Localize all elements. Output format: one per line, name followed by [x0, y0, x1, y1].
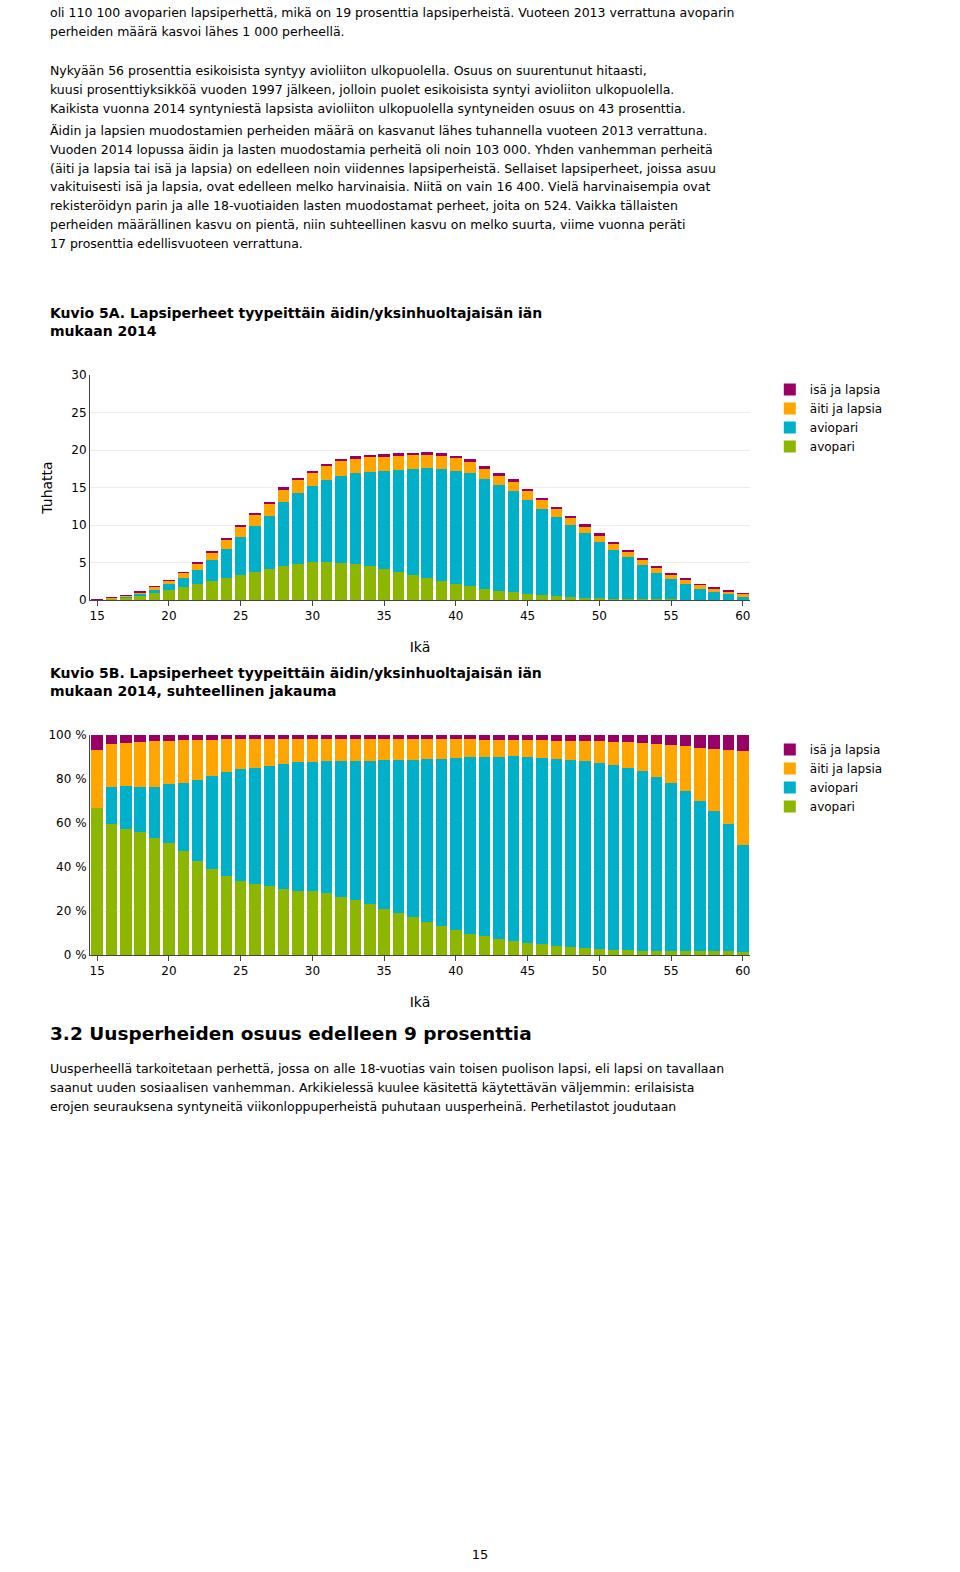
svg-text:0: 0: [79, 593, 87, 607]
svg-text:20: 20: [71, 443, 86, 457]
svg-text:15: 15: [90, 609, 105, 623]
html-text:Uusperheellä tarkoitetaan perh: Uusperheellä tarkoitetaan perhettä, joss…: [50, 1061, 725, 1114]
svg-text:Kuvio 5A. Lapsiperheet tyypeit: Kuvio 5A. Lapsiperheet tyypeittäin äidin…: [50, 305, 542, 339]
svg-text:10: 10: [71, 518, 86, 532]
svg-text:80 %: 80 %: [56, 772, 87, 786]
svg-text:100 %: 100 %: [48, 728, 86, 742]
svg-text:30: 30: [305, 964, 320, 978]
svg-text:55: 55: [663, 964, 678, 978]
html-text:oli 110 100 avoparien lapsiper: oli 110 100 avoparien lapsiperhettä, mik…: [50, 5, 735, 39]
svg-text:25: 25: [233, 964, 248, 978]
html-text:15: 15: [471, 1547, 489, 1562]
svg-text:40 %: 40 %: [56, 860, 87, 874]
svg-text:60: 60: [735, 964, 750, 978]
svg-text:30: 30: [71, 368, 86, 382]
svg-text:avopari: avopari: [810, 440, 855, 454]
svg-text:60 %: 60 %: [56, 816, 87, 830]
svg-text:20 %: 20 %: [56, 904, 87, 918]
svg-text:aviopari: aviopari: [810, 781, 858, 795]
svg-text:20: 20: [161, 964, 176, 978]
svg-text:25: 25: [233, 609, 248, 623]
svg-text:äiti ja lapsia: äiti ja lapsia: [810, 762, 882, 776]
svg-text:20: 20: [161, 609, 176, 623]
svg-text:55: 55: [663, 609, 678, 623]
svg-text:45: 45: [520, 609, 535, 623]
svg-text:avopari: avopari: [810, 800, 855, 814]
svg-text:isä ja lapsia: isä ja lapsia: [810, 383, 881, 397]
svg-text:30: 30: [305, 609, 320, 623]
svg-text:60: 60: [735, 609, 750, 623]
svg-text:0 %: 0 %: [64, 948, 87, 962]
svg-text:Tuhatta: Tuhatta: [39, 461, 55, 514]
svg-text:50: 50: [592, 964, 607, 978]
svg-text:5: 5: [79, 556, 87, 570]
svg-text:40: 40: [448, 964, 463, 978]
svg-text:15: 15: [71, 481, 86, 495]
svg-text:aviopari: aviopari: [810, 421, 858, 435]
html-text:Nykyään 56 prosenttia esikoisi: Nykyään 56 prosenttia esikoisista syntyy…: [50, 63, 686, 116]
svg-text:äiti ja lapsia: äiti ja lapsia: [810, 402, 882, 416]
svg-text:isä ja lapsia: isä ja lapsia: [810, 743, 881, 757]
svg-text:Ikä: Ikä: [410, 639, 431, 655]
svg-text:50: 50: [592, 609, 607, 623]
svg-text:35: 35: [376, 609, 391, 623]
svg-text:45: 45: [520, 964, 535, 978]
svg-text:Ikä: Ikä: [410, 994, 431, 1010]
svg-text:25: 25: [71, 406, 86, 420]
svg-text:Kuvio 5B. Lapsiperheet tyypeit: Kuvio 5B. Lapsiperheet tyypeittäin äidin…: [50, 665, 542, 699]
html-text:3.2 Uusperheiden osuus edellee: 3.2 Uusperheiden osuus edelleen 9 prosen…: [50, 1023, 532, 1044]
svg-text:35: 35: [376, 964, 391, 978]
svg-text:40: 40: [448, 609, 463, 623]
svg-text:15: 15: [90, 964, 105, 978]
html-text:Äidin ja lapsien muodostamien: Äidin ja lapsien muodostamien perheiden …: [50, 123, 716, 251]
